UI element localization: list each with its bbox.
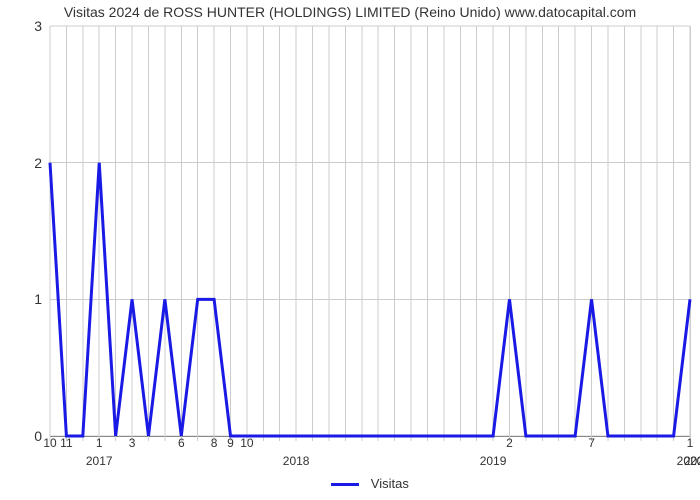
x-year-label: 2019: [480, 454, 507, 468]
x-tick-label: 10: [43, 436, 56, 450]
x-tick-label: 10: [240, 436, 253, 450]
x-tick-label: 2: [506, 436, 513, 450]
y-axis: 0123: [0, 26, 46, 436]
legend-swatch: [331, 483, 359, 486]
x-tick-label: 3: [129, 436, 136, 450]
x-axis-months: 10111368910271: [50, 436, 690, 454]
x-tick-label: 8: [211, 436, 218, 450]
legend: Visitas: [50, 476, 690, 491]
x-tick-label: 9: [227, 436, 234, 450]
y-tick-label: 2: [34, 155, 42, 171]
plot-svg: [50, 26, 690, 436]
x-tick-label: 6: [178, 436, 185, 450]
plot-area: [50, 26, 691, 437]
x-tick-label: 11: [60, 436, 72, 450]
x-year-label: 2018: [283, 454, 310, 468]
x-tick-label: 7: [588, 436, 595, 450]
x-tick-label: 1: [96, 436, 103, 450]
legend-label: Visitas: [371, 476, 409, 491]
x-year-label: 202: [684, 454, 700, 468]
gridlines: [50, 26, 690, 441]
x-year-label: 2017: [86, 454, 113, 468]
x-tick-label: 1: [687, 436, 694, 450]
chart-title: Visitas 2024 de ROSS HUNTER (HOLDINGS) L…: [0, 4, 700, 20]
y-tick-label: 1: [34, 291, 42, 307]
x-axis-years: 2017201820192020202: [50, 454, 690, 470]
y-tick-label: 3: [34, 18, 42, 34]
y-tick-label: 0: [34, 428, 42, 444]
